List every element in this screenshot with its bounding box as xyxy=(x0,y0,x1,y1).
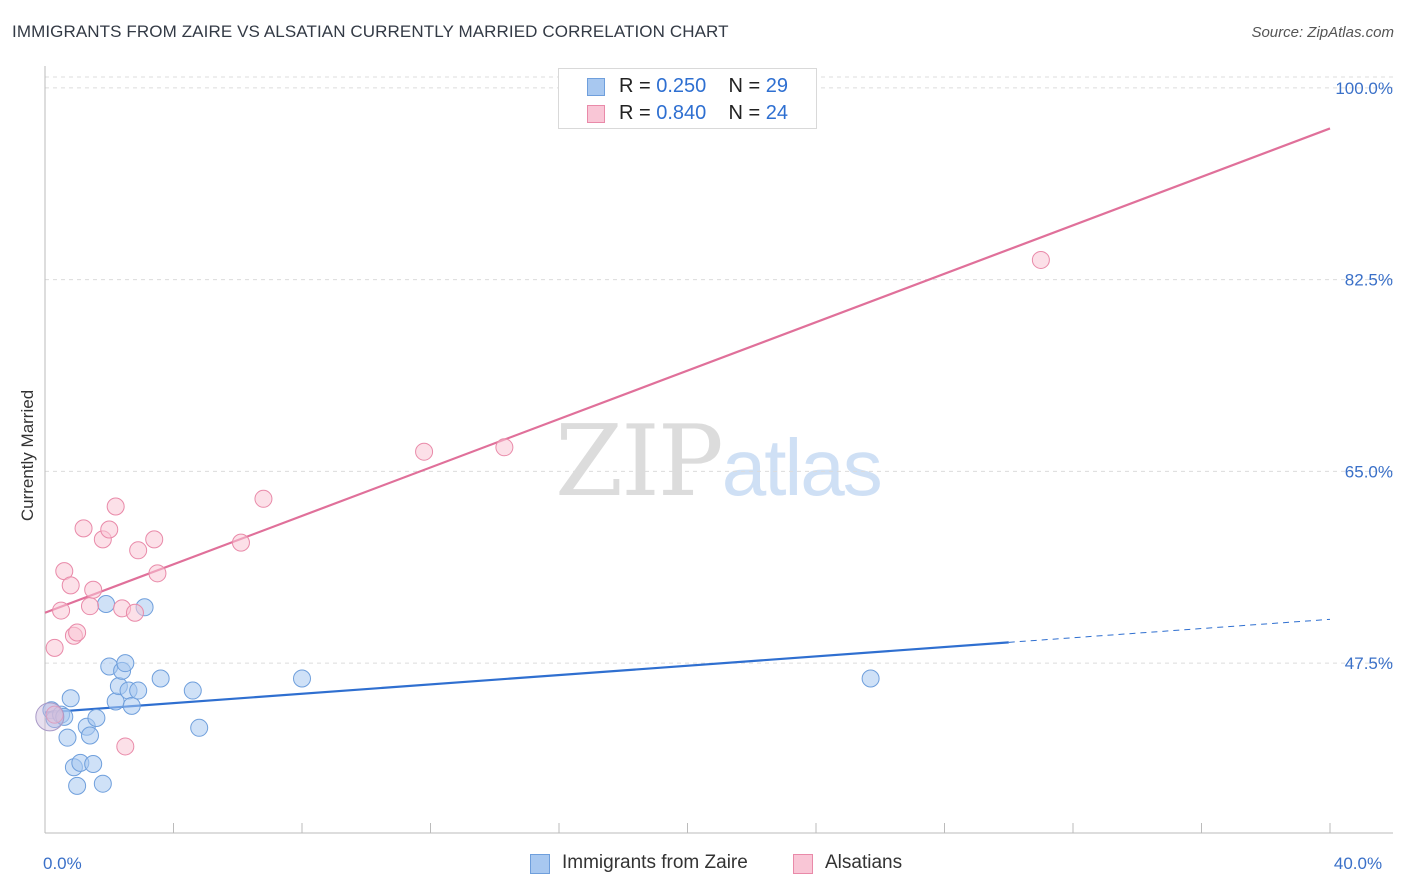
series-swatch-alsatians xyxy=(793,854,813,874)
legend-text-zaire: R = 0.250 N = 29 xyxy=(619,75,789,97)
point-s0-11 xyxy=(84,754,103,773)
point-s1-18 xyxy=(148,564,167,583)
point-s1-15 xyxy=(125,603,144,622)
series-label-alsatians: Alsatians xyxy=(825,852,903,873)
point-s1-9 xyxy=(84,580,103,599)
watermark-atlas: atlas xyxy=(721,423,883,512)
point-s1-17 xyxy=(145,530,164,549)
point-s0-5 xyxy=(61,689,80,708)
chart-title: IMMIGRANTS FROM ZAIRE VS ALSATIAN CURREN… xyxy=(12,22,729,41)
points-layer xyxy=(35,250,1050,795)
trendline-dashed-s0 xyxy=(1008,618,1331,643)
point-s1-23 xyxy=(1031,250,1050,269)
y-axis-title: Currently Married xyxy=(18,390,37,521)
legend-swatch-zaire xyxy=(587,78,605,96)
chart-source: Source: ZipAtlas.com xyxy=(1251,24,1394,41)
point-s0-27 xyxy=(293,669,311,688)
point-s1-16 xyxy=(129,541,148,560)
point-s1-1 xyxy=(45,638,64,657)
point-s1-4 xyxy=(61,576,80,595)
point-s1-6 xyxy=(68,623,87,642)
point-s0-14 xyxy=(97,594,116,613)
point-s0-4 xyxy=(58,728,77,747)
y-tick-label-0: 100.0% xyxy=(1335,79,1393,98)
point-s0-7 xyxy=(68,776,87,795)
trendline-s1 xyxy=(44,127,1331,614)
point-s0-28 xyxy=(861,669,880,688)
legend-text-alsatians: R = 0.840 N = 24 xyxy=(619,102,789,124)
watermark: ZIPatlas xyxy=(555,405,883,519)
point-s0-26 xyxy=(190,718,209,737)
point-s1-20 xyxy=(254,489,273,508)
correlation-legend: R = 0.250 N = 29 R = 0.840 N = 24 xyxy=(558,68,817,129)
y-tick-label-1: 82.5% xyxy=(1345,271,1393,290)
x-tick-label-0: 0.0% xyxy=(43,854,82,873)
point-s1-19 xyxy=(231,533,250,552)
point-s0-25 xyxy=(183,681,202,700)
legend-swatch-alsatians xyxy=(587,105,605,123)
point-s0-10 xyxy=(80,726,99,745)
x-tick-label-1: 40.0% xyxy=(1334,854,1382,873)
point-s0-12 xyxy=(87,708,106,727)
point-s1-14 xyxy=(116,737,135,756)
point-s1-0 xyxy=(45,705,64,724)
point-s1-22 xyxy=(495,438,514,457)
point-cluster-origin xyxy=(35,702,65,732)
point-s1-11 xyxy=(100,520,119,539)
point-s0-19 xyxy=(116,654,135,673)
point-s1-8 xyxy=(80,597,99,616)
point-s1-7 xyxy=(74,519,93,538)
point-s1-12 xyxy=(106,497,125,516)
point-s0-21 xyxy=(122,696,141,715)
y-tick-label-2: 65.0% xyxy=(1345,462,1393,481)
trend-layer xyxy=(44,127,1331,714)
trendline-s0 xyxy=(44,641,1009,714)
point-s1-21 xyxy=(415,442,434,461)
point-s0-22 xyxy=(129,681,148,700)
labels-layer: 100.0% 82.5% 65.0% 47.5% 0.0% 40.0% Currently … xyxy=(18,79,1393,873)
watermark-zip: ZIP xyxy=(555,405,724,519)
y-tick-label-3: 47.5% xyxy=(1345,654,1393,673)
series-swatch-zaire xyxy=(530,854,550,874)
grid-layer xyxy=(45,76,1393,664)
point-s0-24 xyxy=(151,669,170,688)
point-s1-2 xyxy=(52,601,71,620)
series-label-zaire: Immigrants from Zaire xyxy=(562,852,748,873)
point-s0-13 xyxy=(93,774,112,793)
